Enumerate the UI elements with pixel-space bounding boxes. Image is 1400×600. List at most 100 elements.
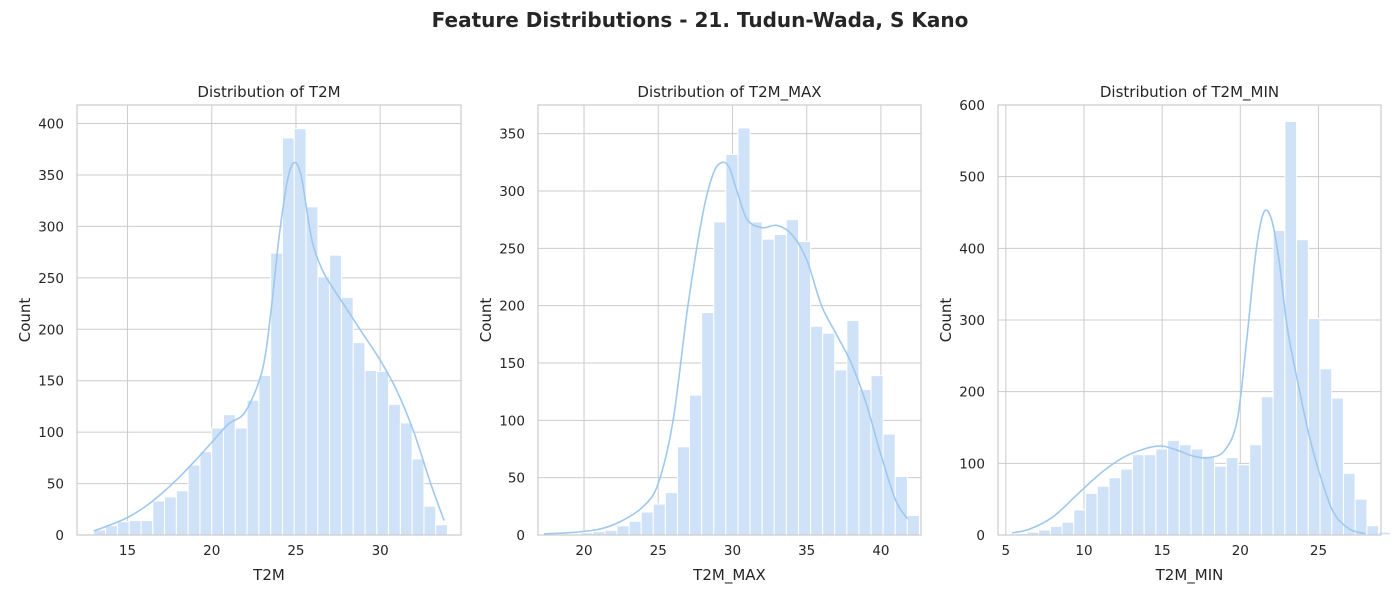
histogram-bar	[1050, 526, 1062, 535]
histogram-bar	[235, 428, 247, 535]
histogram-bar	[690, 395, 702, 535]
y-tick-label: 300	[959, 313, 985, 329]
histogram-bar	[176, 491, 188, 535]
histogram-bar	[762, 239, 774, 535]
x-tick-label: 35	[798, 543, 815, 559]
y-axis-label-t2m-min: Count	[937, 298, 955, 343]
histogram-bar	[224, 415, 236, 535]
histogram-bar	[835, 370, 847, 535]
histogram-bar	[726, 154, 738, 535]
y-tick-label: 600	[959, 98, 985, 114]
histogram-bar	[212, 428, 224, 535]
histogram-bar	[907, 516, 919, 535]
y-tick-label: 100	[499, 413, 525, 429]
histogram-bar	[1367, 526, 1379, 535]
histogram-bar	[1144, 455, 1156, 535]
histogram-bar	[1261, 397, 1273, 535]
histogram-bar	[1179, 445, 1191, 535]
histogram-bar	[365, 370, 377, 535]
y-tick-label: 350	[499, 127, 525, 143]
x-tick-label: 20	[1232, 543, 1249, 559]
y-tick-label: 350	[38, 168, 64, 184]
histogram-bar	[895, 477, 907, 535]
x-tick-label: 5	[1002, 543, 1011, 559]
y-tick-label: 250	[499, 241, 525, 257]
y-axis-label-t2m-max: Count	[477, 298, 495, 343]
subplot-title-t2m-min: Distribution of T2M_MIN	[1100, 83, 1279, 102]
histogram-bar	[353, 343, 365, 535]
histogram-bar	[259, 376, 271, 535]
histogram-bar	[811, 326, 823, 535]
histogram-bar	[389, 404, 401, 535]
y-tick-label: 250	[38, 271, 64, 287]
histogram-bar	[750, 222, 762, 535]
x-tick-label: 20	[203, 543, 220, 559]
histogram-bar	[1132, 455, 1144, 535]
subplot-t2m: 0 50 100 150 200 250 300 350 400 15 20 25 30 Distribu…	[16, 83, 461, 584]
histogram-bar	[424, 506, 436, 535]
histogram-bar	[1308, 319, 1320, 535]
histogram-bar	[1074, 510, 1086, 535]
histogram-bar	[883, 434, 895, 535]
histogram-bar	[1062, 522, 1074, 535]
histogram-bar	[188, 465, 200, 535]
histogram-bar	[1191, 449, 1203, 535]
subplot-t2m-max: 0 50 100 150 200 250 300 350 20 25 30 35 40 Distribut…	[477, 83, 921, 585]
histogram-bar	[1168, 440, 1180, 535]
histogram-bar	[1250, 445, 1262, 535]
histogram-bar	[200, 452, 212, 535]
histogram-bar	[377, 371, 389, 535]
histogram-bar	[1238, 465, 1250, 535]
histogram-bar	[605, 530, 617, 535]
y-axis-label-t2m: Count	[16, 298, 34, 343]
histogram-bar	[1097, 486, 1109, 535]
histogram-bar	[117, 522, 129, 535]
histogram-bar	[129, 521, 141, 535]
y-tick-label: 150	[499, 356, 525, 372]
x-tick-label: 15	[119, 543, 136, 559]
histogram-bar	[798, 241, 810, 535]
histogram-bar	[653, 504, 665, 535]
x-tick-label: 30	[724, 543, 741, 559]
y-tick-label: 150	[38, 374, 64, 390]
histogram-bar	[786, 220, 798, 535]
y-tick-label: 0	[55, 528, 64, 544]
subplot-t2m-min: 01002003004005006005 10 15 20 25Distribution…	[937, 83, 1390, 585]
x-tick-label: 25	[650, 543, 667, 559]
y-tick-label: 300	[38, 219, 64, 235]
x-axis-label-t2m-min: T2M_MIN	[1155, 566, 1224, 585]
x-tick-label: 10	[1075, 543, 1092, 559]
x-axis-label-t2m-max: T2M_MAX	[692, 566, 766, 585]
y-tick-label: 0	[976, 528, 985, 544]
histogram-bar	[738, 128, 750, 535]
x-tick-label: 40	[872, 543, 889, 559]
histogram-bar	[1109, 478, 1121, 535]
histogram-bar	[247, 400, 259, 535]
histogram-bar	[629, 521, 641, 535]
histogram-bar	[436, 525, 448, 535]
x-tick-label: 30	[372, 543, 389, 559]
y-tick-label: 0	[516, 528, 525, 544]
histogram-bar	[617, 526, 629, 535]
histogram-bar	[665, 493, 677, 535]
histogram-bar	[1226, 458, 1238, 535]
histogram-bar	[1039, 530, 1051, 535]
x-tick-label: 15	[1154, 543, 1171, 559]
histogram-bar	[1332, 398, 1344, 535]
histogram-bar	[1121, 469, 1133, 535]
y-tick-label: 200	[38, 322, 64, 338]
y-tick-label: 300	[499, 184, 525, 200]
histogram-bar	[141, 521, 153, 535]
y-tick-label: 200	[959, 385, 985, 401]
histogram-bar	[774, 235, 786, 535]
histogram-bar	[412, 459, 424, 535]
histogram-bar	[823, 333, 835, 535]
histogram-bar	[1215, 466, 1227, 535]
y-tick-label: 400	[38, 117, 64, 133]
histogram-bar	[1355, 499, 1367, 535]
histogram-bar	[641, 512, 653, 535]
y-tick-label: 500	[959, 170, 985, 186]
histogram-bar	[1320, 369, 1332, 535]
x-tick-label: 25	[287, 543, 304, 559]
